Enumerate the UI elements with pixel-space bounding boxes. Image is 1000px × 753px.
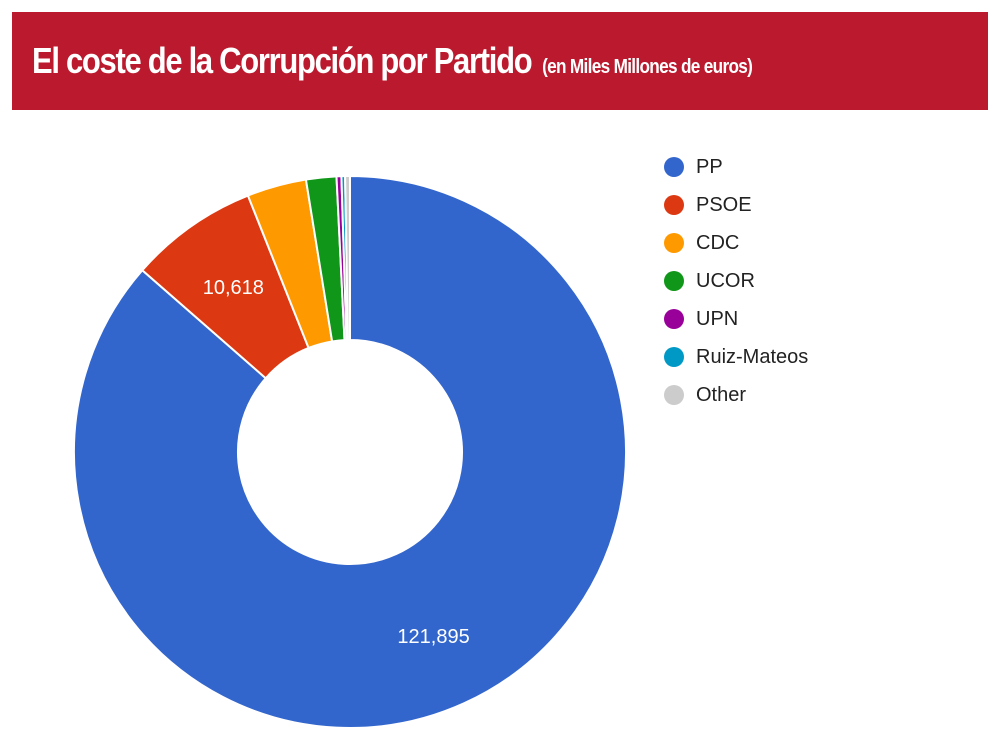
- chart-title-text: El coste de la Corrupción por Partido: [32, 40, 533, 81]
- slice-pp[interactable]: [73, 174, 627, 729]
- legend-label: UCOR: [696, 269, 755, 292]
- legend-label: PP: [696, 155, 723, 178]
- legend-label: PSOE: [696, 193, 752, 216]
- legend-item-pp[interactable]: PP: [664, 148, 808, 186]
- legend-item-ruiz-mateos[interactable]: Ruiz-Mateos: [664, 338, 808, 376]
- data-label-psoe: 10,618: [203, 277, 264, 299]
- legend-swatch-icon: [664, 347, 684, 367]
- chart-header: El coste de la Corrupción por Partido (e…: [12, 12, 988, 110]
- legend-swatch-icon: [664, 157, 684, 177]
- legend-label: Ruiz-Mateos: [696, 345, 809, 368]
- data-label-pp: 121,895: [397, 626, 469, 648]
- legend-label: UPN: [696, 307, 739, 330]
- legend-item-upn[interactable]: UPN: [664, 300, 808, 338]
- chart-subtitle: (en Miles Millones de euros): [542, 56, 753, 78]
- legend-item-ucor[interactable]: UCOR: [664, 262, 808, 300]
- chart-title: El coste de la Corrupción por Partido (e…: [32, 40, 753, 82]
- legend-swatch-icon: [664, 271, 684, 291]
- slice-other[interactable]: [344, 174, 351, 342]
- legend-swatch-icon: [664, 309, 684, 329]
- chart-legend: PP PSOE CDC UCOR UPN Ruiz-Mateos Other: [664, 148, 808, 414]
- legend-item-other[interactable]: Other: [664, 376, 808, 414]
- legend-label: CDC: [696, 231, 740, 254]
- legend-swatch-icon: [664, 233, 684, 253]
- legend-swatch-icon: [664, 385, 684, 405]
- legend-item-cdc[interactable]: CDC: [664, 224, 808, 262]
- legend-swatch-icon: [664, 195, 684, 215]
- legend-item-psoe[interactable]: PSOE: [664, 186, 808, 224]
- legend-label: Other: [696, 383, 747, 406]
